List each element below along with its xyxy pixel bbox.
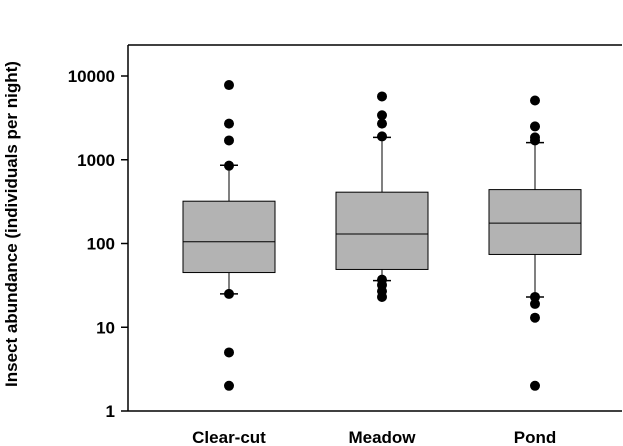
y-axis-label: Insect abundance (individuals per night) [2, 61, 21, 387]
y-axis: 1 10 100 1000 10000 [68, 67, 128, 421]
outlier-point [377, 274, 387, 285]
box-iqr [182, 200, 276, 274]
outlier-point [224, 288, 234, 299]
x-tick-label: Meadow [348, 428, 416, 446]
box-clear-cut [182, 80, 276, 391]
outlier-point [377, 118, 387, 129]
x-axis: Clear-cut Meadow Pond [192, 428, 556, 446]
y-tick-label: 100 [87, 235, 115, 254]
x-tick-label: Pond [514, 428, 557, 446]
outlier-point [224, 80, 234, 91]
outlier-point [224, 347, 234, 358]
outlier-point [224, 118, 234, 129]
plot-frame [127, 44, 622, 412]
box-iqr [335, 191, 429, 270]
outlier-point [224, 160, 234, 171]
outlier-point [224, 380, 234, 391]
outlier-point [377, 91, 387, 102]
outlier-point [377, 131, 387, 142]
outlier-point [530, 95, 540, 106]
outlier-point [530, 312, 540, 323]
outlier-point [530, 291, 540, 302]
outlier-point [530, 298, 540, 309]
outlier-point [530, 380, 540, 391]
box-iqr [488, 189, 582, 255]
x-tick-label: Clear-cut [192, 428, 266, 446]
y-tick-label: 1 [106, 402, 115, 421]
outlier-point [224, 135, 234, 146]
y-tick-label: 10 [96, 318, 115, 337]
outlier-point [530, 132, 540, 143]
box-pond [488, 95, 582, 391]
outlier-point [377, 110, 387, 121]
box-meadow [335, 91, 429, 302]
boxes [182, 80, 582, 391]
outlier-point [530, 121, 540, 132]
y-tick-label: 1000 [77, 151, 115, 170]
y-tick-label: 10000 [68, 67, 115, 86]
